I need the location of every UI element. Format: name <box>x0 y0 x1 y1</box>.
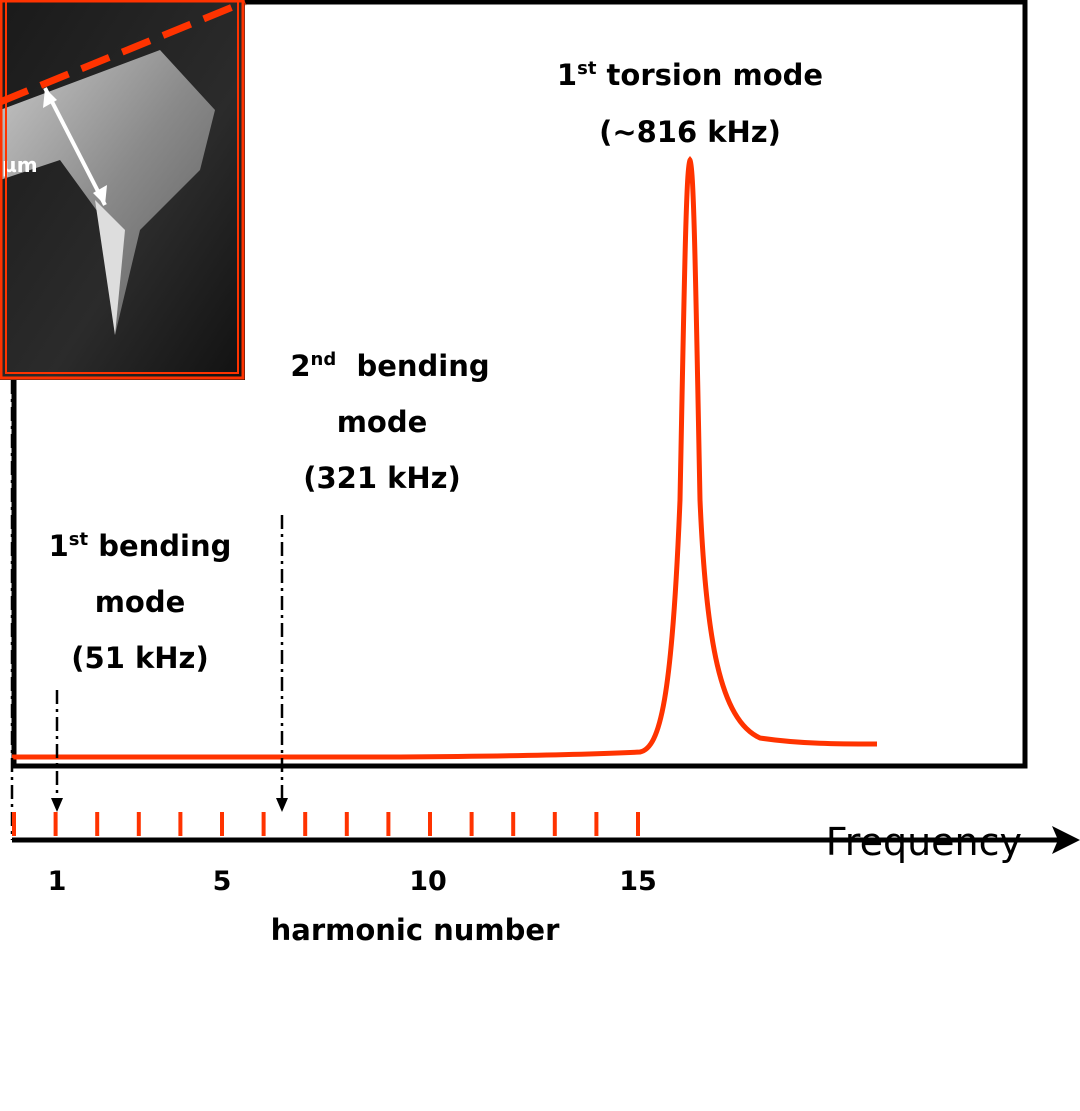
sem-inset: µm <box>0 0 247 380</box>
scale-label: µm <box>2 153 38 177</box>
axis-arrowhead <box>1052 826 1080 854</box>
bending1-label: 1st bending <box>49 529 232 563</box>
bending2-mode: mode <box>337 405 428 439</box>
guide-arrowheads <box>51 798 288 812</box>
plot-frame <box>11 0 1028 769</box>
frequency-label: Frequency <box>826 820 1022 864</box>
bending2-freq: (321 kHz) <box>303 461 461 495</box>
torsion-freq: (~816 kHz) <box>599 115 781 149</box>
harmonic-tick-label: 5 <box>213 866 232 897</box>
bending2-label: 2nd bending <box>290 349 489 383</box>
torsion-label: 1st torsion mode <box>557 58 823 92</box>
response-curve <box>12 155 878 760</box>
harmonic-tick-label: 10 <box>409 866 447 897</box>
harmonic-ticks <box>12 812 640 836</box>
bending1-mode: mode <box>95 585 186 619</box>
harmonic-axis-label: harmonic number <box>271 913 560 947</box>
cut-line <box>0 0 247 106</box>
harmonic-tick-label: 15 <box>619 866 657 897</box>
dimension-arrow <box>43 87 107 206</box>
harmonic-tick-label: 1 <box>48 866 67 897</box>
guide-lines <box>10 380 284 840</box>
bending1-freq: (51 kHz) <box>71 641 208 675</box>
